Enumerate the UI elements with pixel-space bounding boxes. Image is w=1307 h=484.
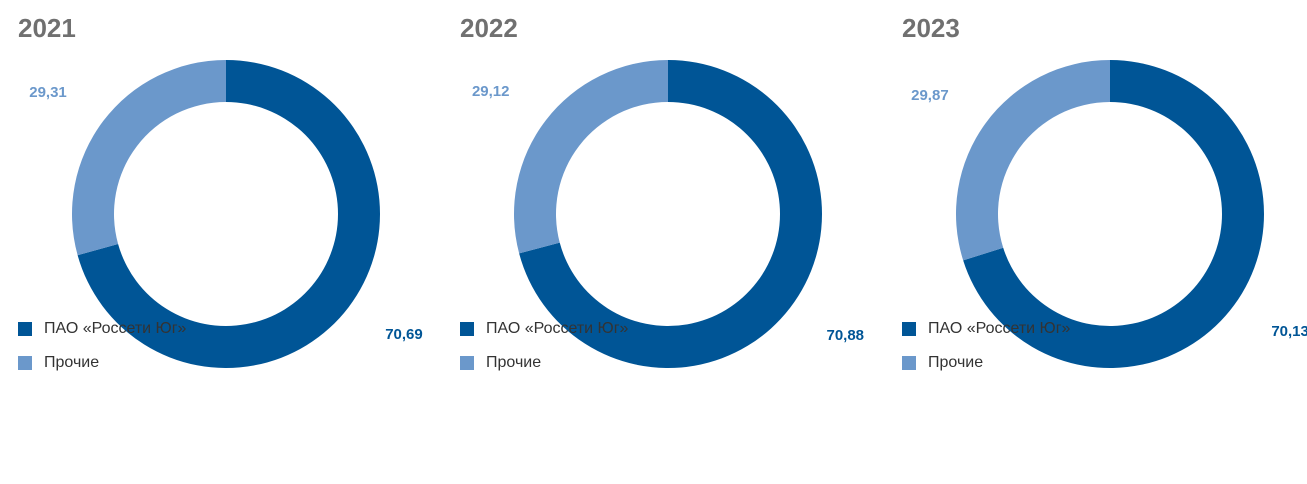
donut-segment bbox=[513, 60, 668, 254]
chart-title: 2023 bbox=[902, 13, 960, 43]
legend-label: Прочие bbox=[928, 354, 983, 371]
legend-label: ПАО «Россети Юг» bbox=[928, 320, 1071, 337]
legend-swatch bbox=[18, 356, 32, 370]
legend-swatch bbox=[902, 356, 916, 370]
chart-title: 2022 bbox=[460, 13, 518, 43]
legend-label: Прочие bbox=[44, 354, 99, 371]
legend-label: ПАО «Россети Юг» bbox=[44, 320, 187, 337]
value-label: 29,12 bbox=[472, 83, 510, 100]
value-label: 70,13 bbox=[1271, 323, 1307, 340]
legend-swatch bbox=[902, 322, 916, 336]
legend-swatch bbox=[460, 322, 474, 336]
chart-title: 2021 bbox=[18, 13, 76, 43]
value-label: 70,69 bbox=[385, 326, 423, 343]
legend-swatch bbox=[460, 356, 474, 370]
donut-segment bbox=[956, 60, 1110, 261]
value-label: 29,31 bbox=[29, 84, 67, 101]
donut-segment bbox=[71, 60, 226, 256]
legend-swatch bbox=[18, 322, 32, 336]
value-label: 29,87 bbox=[911, 87, 949, 104]
value-label: 70,88 bbox=[826, 327, 864, 344]
legend-label: Прочие bbox=[486, 354, 541, 371]
legend-label: ПАО «Россети Юг» bbox=[486, 320, 629, 337]
